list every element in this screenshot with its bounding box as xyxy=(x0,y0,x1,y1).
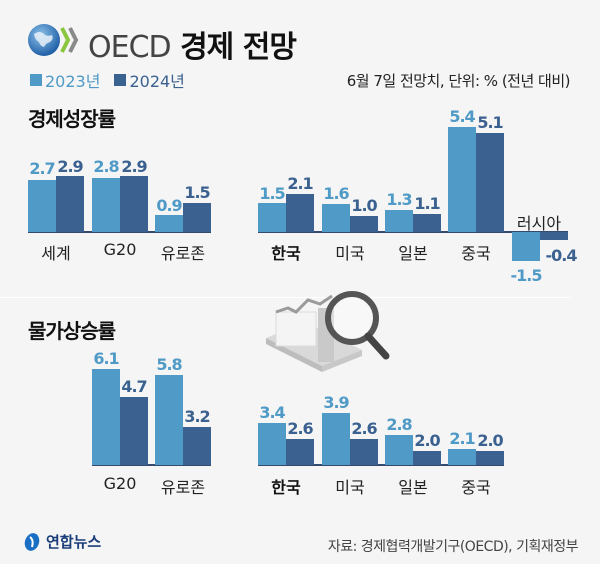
category-label: 중국 xyxy=(461,244,491,263)
value-label: 5.8 xyxy=(156,355,182,374)
value-label: 3.4 xyxy=(259,403,285,422)
bar-2023-eurozone-inflation xyxy=(155,375,183,465)
value-label: 1.1 xyxy=(414,194,440,213)
legend-label-2024: 2024년 xyxy=(129,72,185,91)
brand-name: 연합뉴스 xyxy=(46,533,102,551)
bar-2024-usa-inflation xyxy=(350,439,378,465)
category-label: 중국 xyxy=(461,478,491,497)
bar-2024-japan-inflation xyxy=(413,451,441,465)
value-label: 2.9 xyxy=(57,157,83,176)
magnifier-illustration xyxy=(262,282,392,382)
bar-2023-usa-inflation xyxy=(322,413,350,465)
value-label: -0.4 xyxy=(545,246,578,265)
value-label: -1.5 xyxy=(510,266,543,285)
value-label: 2.8 xyxy=(93,157,119,176)
inflation-axis-left xyxy=(92,464,211,466)
title-brand: OECD xyxy=(88,30,172,65)
bar-2024-usa xyxy=(350,216,378,232)
value-label: 2.0 xyxy=(414,431,440,450)
bar-2023-china-inflation xyxy=(448,449,476,465)
section-divider xyxy=(0,297,570,298)
oecd-logo xyxy=(26,22,86,58)
category-label: 일본 xyxy=(398,244,428,263)
title-text: 경제 전망 xyxy=(180,30,297,65)
value-label: 2.8 xyxy=(386,415,412,434)
category-label-highlight: 한국 xyxy=(271,478,301,497)
bar-2024-g20-inflation xyxy=(120,397,148,465)
value-label: 5.1 xyxy=(477,113,503,132)
bar-2023-g20 xyxy=(92,178,120,232)
unit-note: 6월 7일 전망치, 단위: % (전년 대비) xyxy=(346,72,571,90)
globe-icon xyxy=(28,24,79,56)
category-label: G20 xyxy=(103,474,137,493)
inflation-axis-right xyxy=(258,464,504,466)
yonhap-logo-icon xyxy=(24,532,40,551)
value-label: 6.1 xyxy=(93,349,119,368)
category-label-highlight: 한국 xyxy=(271,244,301,263)
bar-2023-g20-inflation xyxy=(92,369,120,465)
bar-2023-korea-inflation xyxy=(258,423,286,465)
inflation-section-title: 물가상승률 xyxy=(28,319,116,343)
value-label: 2.6 xyxy=(351,419,377,438)
source-note: 자료: 경제협력개발기구(OECD), 기획재정부 xyxy=(327,539,579,555)
category-label: 러시아 xyxy=(516,214,562,233)
value-label: 3.2 xyxy=(184,407,210,426)
page-title: OECD 경제 전망 xyxy=(88,22,297,66)
bar-2024-russia xyxy=(540,232,568,240)
bar-2024-eurozone-inflation xyxy=(183,427,211,465)
value-label: 2.0 xyxy=(477,431,503,450)
value-label: 5.4 xyxy=(449,107,475,126)
bar-2024-korea-inflation xyxy=(286,439,314,465)
value-label: 2.1 xyxy=(449,429,475,448)
value-label: 1.5 xyxy=(259,184,285,203)
legend-swatch-2024 xyxy=(114,74,127,86)
category-label: 유로존 xyxy=(160,244,206,263)
value-label: 1.3 xyxy=(386,190,412,209)
value-label: 2.1 xyxy=(287,174,313,193)
category-label: 세계 xyxy=(41,244,71,263)
category-label: 미국 xyxy=(335,478,365,497)
value-label: 3.9 xyxy=(323,393,349,412)
value-label: 0.9 xyxy=(156,196,182,215)
legend-item-2024: 2024년 xyxy=(114,68,185,92)
value-label: 2.6 xyxy=(287,419,313,438)
bar-2023-korea xyxy=(258,203,286,232)
category-label: 유로존 xyxy=(160,478,206,497)
category-label: 일본 xyxy=(398,478,428,497)
bar-2023-russia xyxy=(512,232,540,261)
bar-2024-china xyxy=(476,133,504,232)
value-label: 4.7 xyxy=(121,377,147,396)
legend-swatch-2023 xyxy=(30,74,42,86)
value-label: 1.5 xyxy=(184,183,210,202)
growth-axis-left xyxy=(28,231,211,233)
bar-2023-world xyxy=(28,180,56,232)
bar-2023-china xyxy=(448,127,476,232)
category-label: 미국 xyxy=(335,244,365,263)
bar-2024-china-inflation xyxy=(476,451,504,465)
legend-label-2023: 2023년 xyxy=(45,72,101,91)
bar-2023-usa xyxy=(322,204,350,232)
legend-item-2023: 2023년 xyxy=(30,68,100,92)
value-label: 1.0 xyxy=(351,196,377,215)
bar-2024-korea xyxy=(286,194,314,232)
growth-axis-right xyxy=(258,231,568,233)
bar-2024-world xyxy=(56,176,84,232)
yonhap-logo: 연합뉴스 xyxy=(22,531,101,552)
bar-2024-japan xyxy=(413,214,441,232)
bar-2024-g20 xyxy=(120,176,148,232)
bar-2023-japan xyxy=(385,210,413,232)
bar-2023-eurozone xyxy=(155,215,183,232)
bar-2024-eurozone xyxy=(183,203,211,232)
growth-section-title: 경제성장률 xyxy=(28,107,116,131)
category-label: G20 xyxy=(103,240,137,259)
legend: 2023년 2024년 xyxy=(30,68,185,92)
value-label: 2.9 xyxy=(121,157,147,176)
value-label: 2.7 xyxy=(29,159,55,178)
value-label: 1.6 xyxy=(323,184,349,203)
magnifying-glass-icon xyxy=(266,291,390,372)
bar-2023-japan-inflation xyxy=(385,435,413,465)
